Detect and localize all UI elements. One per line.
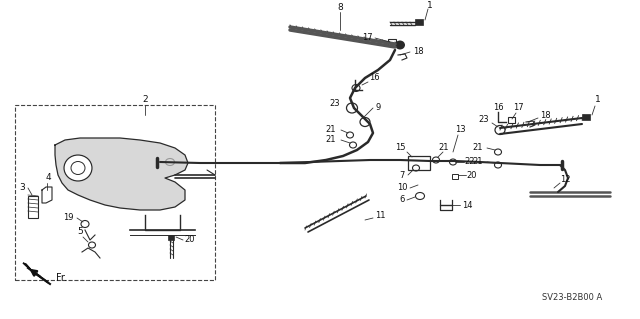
Text: 20: 20 [467, 170, 477, 180]
Text: 17: 17 [362, 33, 372, 42]
Text: 21: 21 [326, 125, 336, 135]
Text: 6: 6 [399, 196, 404, 204]
Text: 18: 18 [540, 110, 550, 120]
Text: 21: 21 [473, 144, 483, 152]
Text: 9: 9 [376, 103, 381, 113]
Bar [408, 156, 430, 170]
Bar [508, 117, 515, 123]
Text: 23: 23 [479, 115, 490, 124]
Ellipse shape [64, 155, 92, 181]
Text: 22: 22 [465, 158, 476, 167]
Text: 14: 14 [461, 201, 472, 210]
Text: 23: 23 [330, 99, 340, 108]
Polygon shape [23, 263, 36, 275]
Text: 8: 8 [337, 4, 343, 12]
Text: 17: 17 [513, 103, 524, 113]
Text: 1: 1 [595, 95, 601, 105]
Ellipse shape [395, 41, 405, 49]
Text: 7: 7 [399, 170, 404, 180]
Text: 21: 21 [439, 144, 449, 152]
Text: 1: 1 [427, 1, 433, 10]
Text: 2: 2 [142, 95, 148, 105]
Bar [415, 19, 423, 25]
Text: 11: 11 [375, 211, 385, 219]
Text: Fr.: Fr. [56, 273, 67, 283]
Text: 12: 12 [560, 175, 570, 184]
Text: 5: 5 [77, 227, 83, 236]
Text: 21: 21 [326, 136, 336, 145]
Bar [452, 174, 458, 179]
Bar [388, 39, 396, 46]
Text: 16: 16 [369, 73, 380, 83]
Bar [15, 105, 215, 280]
Polygon shape [55, 138, 188, 210]
Text: 10: 10 [397, 183, 407, 192]
Text: 20: 20 [185, 235, 195, 244]
Bar [28, 196, 38, 218]
Text: 18: 18 [413, 48, 423, 56]
Text: 21: 21 [473, 158, 483, 167]
Text: SV23-B2B00 A: SV23-B2B00 A [542, 293, 602, 302]
Bar [168, 235, 174, 240]
Bar [582, 114, 590, 120]
Text: 13: 13 [454, 125, 465, 135]
Text: 4: 4 [45, 174, 51, 182]
Text: 3: 3 [19, 183, 25, 192]
Text: 15: 15 [395, 144, 405, 152]
Text: 19: 19 [63, 213, 73, 222]
Text: 16: 16 [493, 103, 503, 113]
